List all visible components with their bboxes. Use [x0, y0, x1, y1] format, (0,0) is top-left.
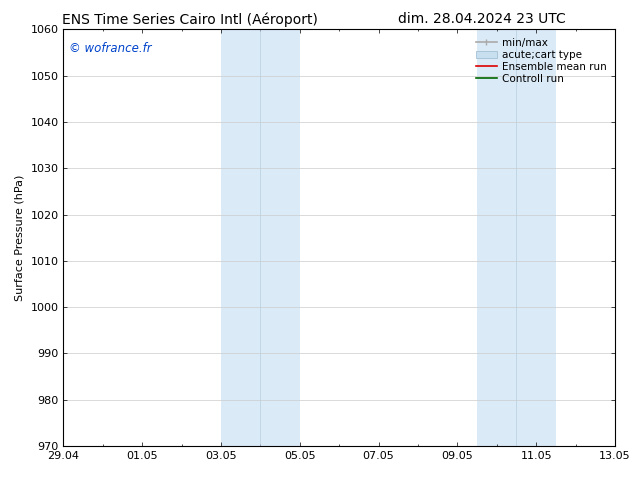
Legend: min/max, acute;cart type, Ensemble mean run, Controll run: min/max, acute;cart type, Ensemble mean … — [473, 35, 610, 87]
Bar — [261, 29, 300, 446]
Bar — [477, 29, 517, 446]
Bar — [221, 29, 261, 446]
Bar — [517, 29, 556, 446]
Title: ENS Time Series Cairo Intl (Aéroport)        dim. 28.04.2024 23 UTC: ENS Time Series Cairo Intl (Aéroport) di… — [0, 489, 1, 490]
Y-axis label: Surface Pressure (hPa): Surface Pressure (hPa) — [15, 174, 25, 301]
Text: dim. 28.04.2024 23 UTC: dim. 28.04.2024 23 UTC — [398, 12, 566, 26]
Text: © wofrance.fr: © wofrance.fr — [69, 42, 152, 55]
Text: ENS Time Series Cairo Intl (Aéroport): ENS Time Series Cairo Intl (Aéroport) — [62, 12, 318, 27]
